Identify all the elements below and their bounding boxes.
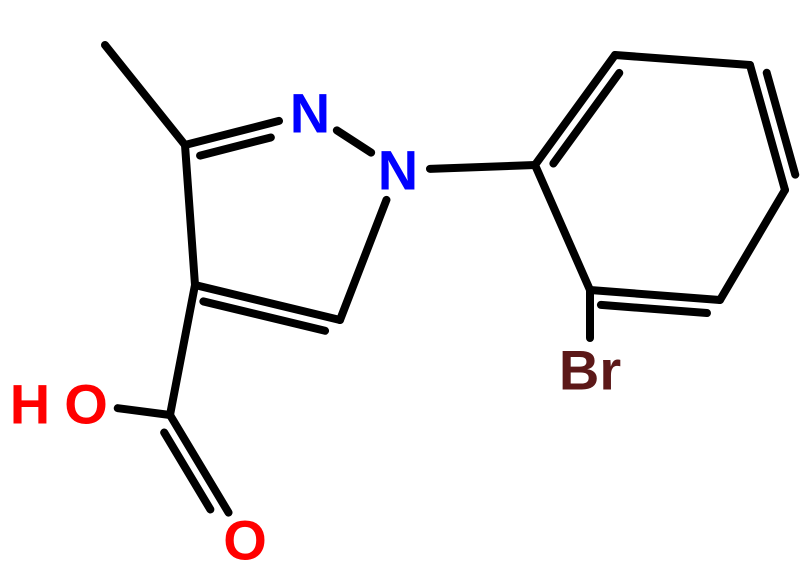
- atom-O_dbl: O: [223, 509, 267, 572]
- atom-N2: N: [378, 139, 418, 202]
- bond: [105, 45, 185, 145]
- atom-H_oh: H: [10, 373, 50, 436]
- bond: [553, 73, 619, 164]
- bond: [340, 200, 386, 320]
- bond: [535, 165, 590, 290]
- bond: [615, 55, 750, 65]
- bond: [337, 130, 371, 152]
- atom-Br: Br: [559, 339, 621, 402]
- bond: [535, 55, 615, 165]
- bond: [170, 285, 195, 415]
- bond: [590, 290, 720, 300]
- bond: [203, 301, 325, 330]
- bond: [720, 190, 785, 300]
- bond: [767, 73, 796, 175]
- bond: [430, 165, 535, 169]
- molecule-diagram: NNBrOOH: [0, 0, 800, 574]
- bond: [601, 305, 707, 313]
- bond: [118, 408, 170, 415]
- atom-N1: N: [290, 82, 330, 145]
- bond: [185, 145, 195, 285]
- atom-O_oh: O: [64, 373, 108, 436]
